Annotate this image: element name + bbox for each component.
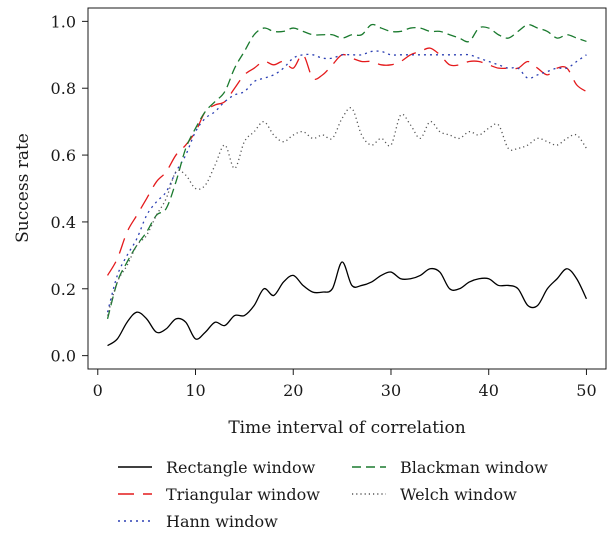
x-tick-label: 30	[381, 381, 401, 400]
y-tick-label: 0.2	[51, 280, 76, 299]
series-line-blackman-window	[106, 23, 587, 320]
legend-label: Welch window	[400, 485, 517, 504]
y-tick-label: 0.6	[51, 146, 76, 165]
series-line-rectangle-window	[107, 261, 588, 347]
y-axis-title: Success rate	[13, 133, 33, 243]
legend-label: Hann window	[166, 512, 278, 531]
plot-area	[106, 23, 588, 347]
legend-label: Rectangle window	[166, 458, 316, 477]
legend-item-hann-window: Hann window	[118, 512, 278, 531]
y-tick-label: 1.0	[51, 12, 76, 31]
x-tick-label: 40	[479, 381, 499, 400]
series-line-hann-window	[106, 50, 587, 313]
legend-label: Triangular window	[166, 485, 320, 504]
legend-item-triangular-window: Triangular window	[118, 485, 320, 504]
y-tick-label: 0.8	[51, 79, 76, 98]
axes: 0 10 20 30 40 50 0.0 0.2 0.4 0.6 0.8 1.0	[51, 7, 607, 400]
legend-label: Blackman window	[400, 458, 548, 477]
y-tick-label: 0.4	[51, 213, 76, 232]
plot-frame	[87, 7, 607, 370]
legend: Rectangle window Triangular window Hann wi…	[118, 458, 548, 531]
legend-item-rectangle-window: Rectangle window	[118, 458, 316, 477]
series-line-triangular-window	[106, 47, 587, 276]
x-tick-label: 10	[185, 381, 205, 400]
x-tick-label: 20	[283, 381, 303, 400]
legend-item-blackman-window: Blackman window	[352, 458, 548, 477]
x-tick-label: 50	[576, 381, 596, 400]
series-line-welch-window	[106, 107, 587, 316]
x-tick-label: 0	[93, 381, 103, 400]
legend-item-welch-window: Welch window	[352, 485, 517, 504]
y-tick-label: 0.0	[51, 347, 76, 366]
x-axis-title: Time interval of correlation	[228, 418, 465, 438]
